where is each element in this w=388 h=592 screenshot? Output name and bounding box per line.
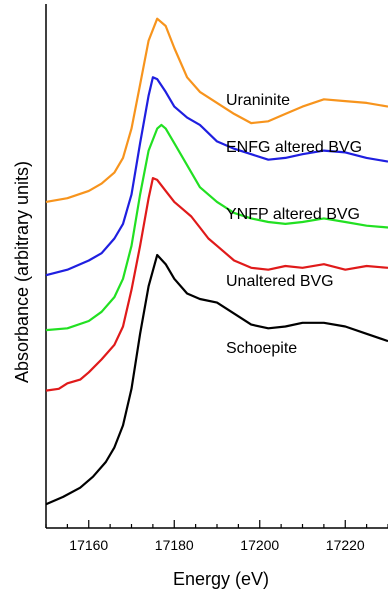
series-line-schoepite bbox=[45, 253, 388, 506]
plot-frame bbox=[45, 4, 388, 529]
series-line-enfg-altered-bvg bbox=[45, 76, 388, 277]
series-line-uraninite bbox=[45, 17, 388, 203]
x-tick-label: 17180 bbox=[155, 537, 194, 553]
x-ticks: 17160 17180 17200 17220 bbox=[45, 520, 388, 553]
x-axis-label: Energy (eV) bbox=[173, 569, 269, 589]
series-line-unaltered-bvg bbox=[45, 177, 388, 392]
x-tick-label: 17220 bbox=[326, 537, 365, 553]
series-label-enfg-altered-bvg: ENFG altered BVG bbox=[226, 139, 362, 156]
x-tick-label: 17200 bbox=[240, 537, 279, 553]
series-label-unaltered-bvg: Unaltered BVG bbox=[226, 273, 334, 290]
series-line-ynfp-altered-bvg bbox=[45, 123, 388, 332]
series-label-uraninite: Uraninite bbox=[226, 92, 290, 109]
series-label-ynfp-altered-bvg: YNFP altered BVG bbox=[226, 206, 360, 223]
series-lines bbox=[45, 17, 388, 506]
y-axis-label: Absorbance (arbitrary units) bbox=[12, 161, 32, 383]
series-labels: Uraninite ENFG altered BVG YNFP altered BV… bbox=[226, 92, 362, 357]
series-label-schoepite: Schoepite bbox=[226, 340, 297, 357]
x-tick-label: 17160 bbox=[69, 537, 108, 553]
